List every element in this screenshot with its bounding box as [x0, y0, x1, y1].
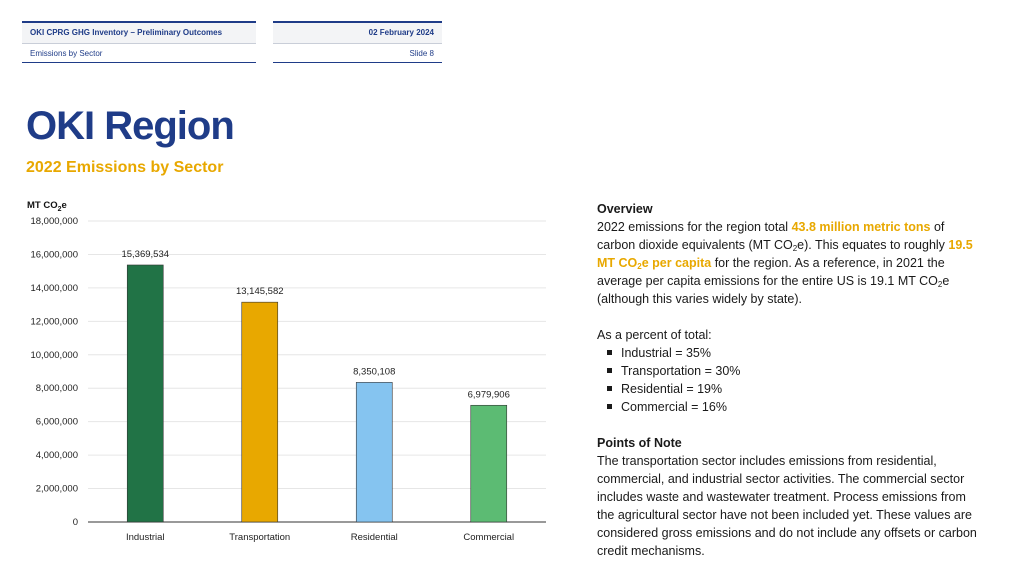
page-title: OKI Region: [26, 104, 235, 148]
category-label: Transportation: [229, 532, 290, 543]
header-left-box: OKI CPRG GHG Inventory – Preliminary Out…: [22, 21, 256, 63]
emissions-bar-chart: MT CO2e 0 2,000,000 4,000,000 6,000,000 8,00…: [27, 200, 546, 543]
y-tick-label: 0: [73, 517, 78, 528]
header-title: OKI CPRG GHG Inventory – Preliminary Out…: [30, 28, 223, 37]
header-section-row: Emissions by Sector: [22, 44, 256, 64]
bar-transportation: [241, 301, 279, 523]
bar-residential: [355, 382, 393, 523]
y-tick-label: 2,000,000: [36, 484, 78, 495]
bars: [126, 264, 508, 523]
category-label: Residential: [351, 532, 398, 543]
header-date-row: 02 February 2024: [273, 23, 442, 44]
data-label: 8,350,108: [353, 366, 395, 377]
data-label: 6,979,906: [468, 389, 510, 400]
y-tick-label: 12,000,000: [30, 316, 78, 327]
overview-heading: Overview: [597, 202, 653, 216]
x-axis-categories: Industrial Transportation Residential Comme…: [126, 532, 514, 543]
header-section: Emissions by Sector: [30, 49, 103, 58]
header-slide-row: Slide 8: [273, 44, 442, 64]
page-subtitle: 2022 Emissions by Sector: [26, 159, 224, 176]
bar-commercial: [470, 404, 508, 523]
y-axis-unit-label: MT CO2e: [27, 200, 67, 213]
header-right-box: 02 February 2024 Slide 8: [273, 21, 442, 63]
category-label: Commercial: [463, 532, 514, 543]
total-emissions-highlight: 43.8 million metric tons: [791, 220, 931, 234]
y-tick-label: 8,000,000: [36, 383, 78, 394]
overview-paragraph: 2022 emissions for the region total 43.8…: [597, 220, 973, 306]
y-tick-label: 6,000,000: [36, 417, 78, 428]
y-tick-label: 4,000,000: [36, 450, 78, 461]
text-panel: Overview 2022 emissions for the region t…: [597, 200, 982, 560]
data-label: 13,145,582: [236, 286, 284, 297]
header-slide-number: Slide 8: [409, 49, 434, 58]
header-date: 02 February 2024: [368, 28, 434, 37]
data-label: 15,369,534: [121, 249, 169, 260]
list-item: Industrial = 35%: [607, 344, 982, 362]
y-tick-label: 16,000,000: [30, 249, 78, 260]
category-label: Industrial: [126, 532, 165, 543]
bar-industrial: [126, 264, 164, 523]
percent-list: Industrial = 35% Transportation = 30% Re…: [597, 344, 982, 416]
y-tick-label: 18,000,000: [30, 216, 78, 227]
per-capita-highlight: 19.5 MT CO2e per capita: [597, 238, 973, 271]
y-tick-label: 10,000,000: [30, 350, 78, 361]
header-title-row: OKI CPRG GHG Inventory – Preliminary Out…: [22, 23, 256, 44]
data-labels: 15,369,534 13,145,582 8,350,108 6,979,906: [121, 249, 509, 400]
y-axis-ticks: 0 2,000,000 4,000,000 6,000,000 8,000,000 10,…: [30, 216, 78, 528]
list-item: Residential = 19%: [607, 380, 982, 398]
percent-intro: As a percent of total:: [597, 328, 712, 342]
notes-paragraph: The transportation sector includes emiss…: [597, 454, 977, 558]
list-item: Transportation = 30%: [607, 362, 982, 380]
grid-lines: [88, 220, 546, 523]
notes-heading: Points of Note: [597, 436, 682, 450]
list-item: Commercial = 16%: [607, 398, 982, 416]
y-tick-label: 14,000,000: [30, 283, 78, 294]
